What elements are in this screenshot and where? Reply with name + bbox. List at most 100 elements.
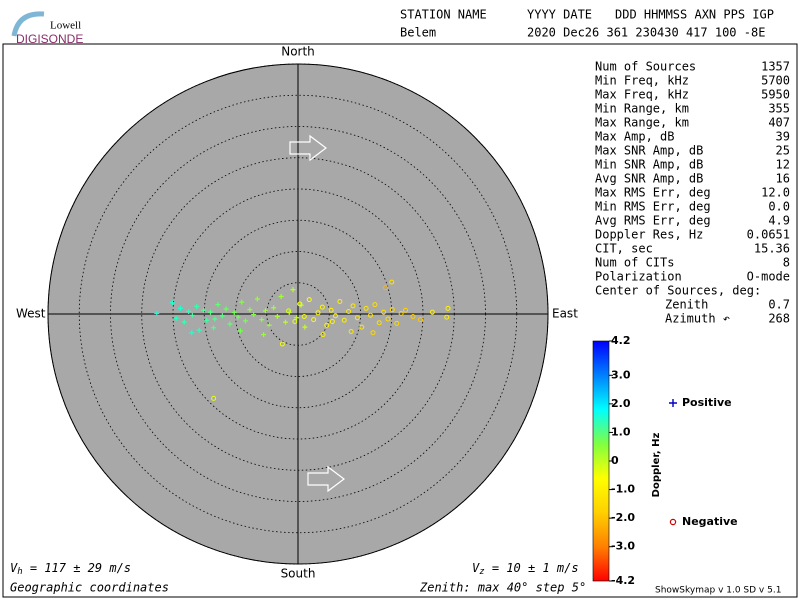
stats-value: 12.0 xyxy=(761,186,790,200)
source-point xyxy=(297,301,303,307)
stats-value: 8 xyxy=(783,256,790,270)
source-point xyxy=(173,315,179,321)
source-point xyxy=(403,307,408,313)
source-point xyxy=(219,313,225,319)
legend-label: Negative xyxy=(682,515,738,528)
colorbar-tick-label: 2.0 xyxy=(611,397,631,410)
stats-label: Num of Sources xyxy=(595,60,696,74)
source-point xyxy=(211,325,217,331)
stats-label: Min SNR Amp, dB xyxy=(595,158,703,172)
colorbar-tick-label: -4.2 xyxy=(611,574,635,587)
source-point xyxy=(215,302,221,308)
source-point xyxy=(212,316,218,322)
legend-symbol xyxy=(669,518,677,526)
source-point xyxy=(306,297,312,303)
source-point xyxy=(324,322,330,328)
stats-value: 407 xyxy=(768,116,790,130)
source-point xyxy=(320,332,326,338)
header-label: STATION NAME xyxy=(400,8,487,22)
colorbar-tick-label: 0 xyxy=(611,454,619,467)
header-label: YYYY DATE xyxy=(527,8,592,22)
source-point xyxy=(341,317,347,323)
source-point xyxy=(266,322,272,328)
source-point xyxy=(370,330,376,336)
stats-value: 16 xyxy=(776,172,790,186)
source-point xyxy=(398,310,404,316)
direction-label: East xyxy=(552,307,578,321)
source-point xyxy=(189,330,195,336)
stats-label: Avg SNR Amp, dB xyxy=(595,172,703,186)
vh: Vh = 117 ± 29 m/s xyxy=(10,561,131,577)
stats-value: 15.36 xyxy=(754,242,790,256)
frame xyxy=(2,43,798,598)
source-point xyxy=(211,395,217,401)
source-point xyxy=(201,307,207,313)
stats-value: O-mode xyxy=(747,270,790,284)
source-point xyxy=(381,309,387,315)
stats-value: 12 xyxy=(776,158,790,172)
source-point xyxy=(208,309,213,315)
source-point xyxy=(251,312,257,318)
source-point xyxy=(329,319,335,324)
logo-top: Lowell xyxy=(50,20,81,32)
header-value: Belem xyxy=(400,26,436,40)
source-point xyxy=(235,314,241,320)
stats-label: Center of Sources, deg: xyxy=(595,284,761,298)
direction-label: South xyxy=(281,567,316,581)
source-point xyxy=(259,317,265,323)
source-point xyxy=(319,304,325,310)
source-point xyxy=(328,307,334,313)
version: ShowSkymap v 1.0 SD v 5.1 xyxy=(655,586,781,596)
zenith-note: Zenith: max 40° step 5° xyxy=(419,581,586,595)
stats-label: Avg RMS Err, deg xyxy=(595,214,711,228)
source-point xyxy=(243,318,248,324)
source-point xyxy=(278,294,284,299)
stats-value: 0.0 xyxy=(768,200,790,214)
source-point xyxy=(169,300,175,306)
colorbar-tick-label: 1.0 xyxy=(611,425,631,438)
colorbar-tick-label: -3.0 xyxy=(611,540,635,553)
stats-label: Max Freq, kHz xyxy=(595,88,689,102)
source-point xyxy=(227,321,233,327)
source-point xyxy=(445,305,451,311)
source-point xyxy=(263,308,268,314)
stats-label: Polarization xyxy=(595,270,682,284)
source-point xyxy=(223,306,229,312)
stats-value: 4.9 xyxy=(768,214,790,228)
stats-label: Max SNR Amp, dB xyxy=(595,144,703,158)
source-point xyxy=(389,279,395,285)
vz: Vz = 10 ± 1 m/s xyxy=(472,561,579,577)
legend-symbol xyxy=(669,399,677,407)
source-point xyxy=(186,309,192,314)
source-point xyxy=(189,312,195,318)
direction-label: North xyxy=(281,45,315,59)
source-point xyxy=(354,315,360,321)
source-point xyxy=(294,315,300,321)
source-point xyxy=(247,307,253,313)
stats-label: Min Freq, kHz xyxy=(595,74,689,88)
source-point xyxy=(376,320,382,326)
source-point xyxy=(315,310,321,316)
stats-value: 1357 xyxy=(761,60,790,74)
source-point xyxy=(274,314,280,319)
drift-arrow xyxy=(289,134,327,162)
source-point xyxy=(372,302,378,308)
stats-label: Max RMS Err, deg xyxy=(595,186,711,200)
stats-label: Zenith xyxy=(665,298,708,312)
stats-label: CIT, sec xyxy=(595,242,653,256)
colorbar-tick-label: 4.2 xyxy=(611,334,631,347)
stats-value: 355 xyxy=(768,102,790,116)
source-point xyxy=(283,319,288,325)
source-point xyxy=(359,324,365,330)
colorbar-tick-label: -2.0 xyxy=(611,511,635,524)
stats-label: Max Range, km xyxy=(595,116,689,130)
source-point xyxy=(385,316,391,322)
stats-value: 5700 xyxy=(761,74,790,88)
source-point xyxy=(363,305,369,311)
source-point xyxy=(271,305,277,311)
stats-label: Max Amp, dB xyxy=(595,130,674,144)
stats-value: 0.0651 xyxy=(747,228,790,242)
drift-arrow xyxy=(307,465,345,493)
